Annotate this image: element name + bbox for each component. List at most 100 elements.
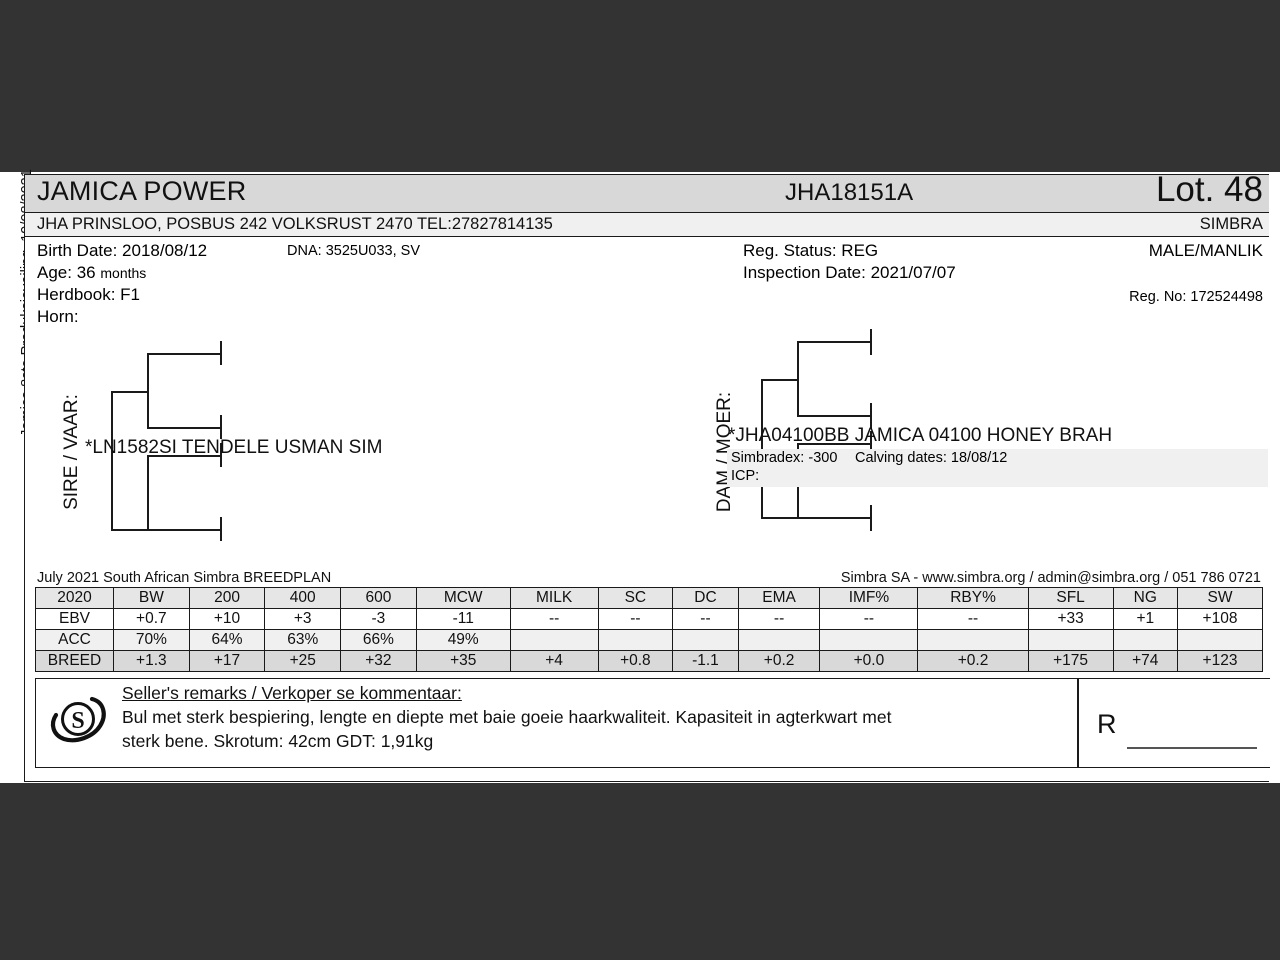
breedplan-value-cell (917, 629, 1029, 651)
dam-gd-bot-line (797, 517, 872, 519)
breedplan-value-cell (597, 629, 674, 651)
breedplan-value-cell (672, 629, 739, 651)
sellers-remarks-line1: Bul met sterk bespiering, lengte en diep… (122, 707, 892, 727)
sire-gs-top-line (147, 353, 222, 355)
dam-icp-label: ICP: (731, 468, 760, 484)
sire-upper-stem (111, 391, 149, 393)
catalogue-page: JAMICA POWER JHA18151A Lot. 48 JHA PRINS… (24, 170, 1270, 782)
breedplan-value-cell: -1.1 (672, 650, 739, 672)
sire-gd-top-tick (220, 443, 222, 467)
breedplan-value-cell: +10 (188, 608, 266, 630)
breedplan-value-cell: -11 (415, 608, 511, 630)
sire-gs-top-tick (220, 341, 222, 365)
breedplan-value-cell: -- (819, 608, 919, 630)
dam-gs-bot-tick (870, 403, 872, 429)
breedplan-table: 2020 BW 200 400 600 MCW MILK SC DC EMA IMF% RBY% SFL… (35, 587, 1263, 672)
dam-gs-top-tick (870, 329, 872, 355)
dam-calving-value: 18/08/12 (950, 450, 1008, 466)
breedplan-column-header: MCW (415, 587, 511, 609)
age-label: Age: (37, 263, 72, 282)
header-breeder-row: JHA PRINSLOO, POSBUS 242 VOLKSRUST 2470 … (25, 213, 1269, 237)
age-value: 36 (76, 263, 96, 282)
breedplan-value-cell: +25 (264, 650, 342, 672)
top-dark-band (0, 0, 1280, 172)
dam-upper-stem (761, 379, 799, 381)
breeder-address: JHA PRINSLOO, POSBUS 242 VOLKSRUST 2470 … (37, 215, 553, 233)
sire-gs-bot-line (147, 427, 222, 429)
dam-upper-vline (797, 341, 799, 417)
breedplan-value-cell: 49% (415, 629, 511, 651)
animal-id: JHA18151A (785, 179, 914, 206)
sire-gd-bot-tick (220, 517, 222, 541)
price-box[interactable]: R (1078, 678, 1270, 768)
breedplan-value-cell: +123 (1177, 650, 1263, 672)
reg-no-value: 172524498 (1190, 289, 1263, 305)
breedplan-column-header: RBY% (917, 587, 1029, 609)
breedplan-value-cell: -- (917, 608, 1029, 630)
sex-label: MALE/MANLIK (1148, 241, 1263, 260)
breedplan-value-cell: 70% (113, 629, 190, 651)
dam-name: *JHA04100BB JAMICA 04100 HONEY BRAH (728, 425, 1113, 446)
breedplan-column-header: 400 (264, 587, 342, 609)
dam-calving-label: Calving dates: (855, 450, 947, 466)
breedplan-caption: July 2021 South African Simbra BREEDPLAN (37, 570, 332, 586)
herdbook-label: Herdbook: (37, 285, 116, 304)
breedplan-value-cell: +32 (340, 650, 417, 672)
price-write-in-line[interactable] (1127, 747, 1257, 749)
birth-date-label: Birth Date: (37, 241, 118, 260)
breedplan-row-label: EBV (35, 608, 114, 630)
birth-date-value: 2018/08/12 (122, 241, 208, 260)
sellers-remarks-box: S Seller's remarks / Verkoper se komment… (35, 678, 1078, 768)
breedplan-value-cell: +0.2 (737, 650, 821, 672)
breedplan-value-cell: +0.8 (597, 650, 674, 672)
birth-date-row: Birth Date: 2018/08/12 (37, 241, 207, 261)
dam-simbradex-label: Simbradex: (731, 450, 805, 466)
dam-gs-top-line (797, 341, 872, 343)
lot-number: Lot. 48 (1155, 170, 1263, 209)
sire-gs-bot-tick (220, 415, 222, 439)
reg-status-label: Reg. Status: (743, 241, 837, 260)
dam-gd-top-tick (870, 431, 872, 457)
animal-name: JAMICA POWER (37, 176, 247, 206)
horn-label: Horn: (37, 307, 79, 326)
breedplan-row-label: BREED (35, 650, 114, 672)
breedplan-column-header: 200 (188, 587, 266, 609)
breedplan-value-cell: 63% (264, 629, 342, 651)
breedplan-value-cell: +33 (1027, 608, 1114, 630)
breedplan-value-cell: +175 (1027, 650, 1114, 672)
breedplan-column-header: BW (113, 587, 190, 609)
breedplan-value-cell: -- (597, 608, 674, 630)
sire-gd-bot-line (147, 529, 222, 531)
horn-row: Horn: (37, 307, 79, 327)
breedplan-value-cell: +74 (1112, 650, 1179, 672)
breedplan-value-cell: +0.0 (819, 650, 919, 672)
breedplan-column-header: SW (1177, 587, 1263, 609)
breedplan-row-label: ACC (35, 629, 114, 651)
breedplan-value-cell: 64% (188, 629, 266, 651)
inspection-date-value: 2021/07/07 (870, 263, 956, 282)
breedplan-header-row: 2020 BW 200 400 600 MCW MILK SC DC EMA IMF% RBY% SFL… (35, 587, 1263, 609)
dna-value: 3525U033, SV (325, 243, 421, 259)
sire-outer-vline (111, 391, 113, 531)
age-row: Age: 36 months (37, 263, 146, 283)
breedplan-column-header: IMF% (819, 587, 919, 609)
breedplan-column-header: 600 (340, 587, 417, 609)
sire-gd-top-line (147, 455, 222, 457)
dam-simbradex: Simbradex: -300 (731, 450, 837, 466)
breedplan-row: BREED +1.3 +17 +25 +32 +35 +4 +0.8 -1.1 +0.2 +0.0 +… (35, 650, 1263, 672)
animal-info-block: Birth Date: 2018/08/12 Age: 36 months He… (25, 237, 1269, 341)
breedplan-value-cell: +1.3 (113, 650, 190, 672)
sire-name: *LN1582SI TENDELE USMAN SIM (85, 437, 383, 458)
dam-stats-strip: Simbradex: -300 Calving dates: 18/08/12 … (727, 449, 1268, 487)
breedplan-value-cell: -- (509, 608, 599, 630)
breedplan-value-cell: +4 (509, 650, 599, 672)
breedplan-value-cell (819, 629, 919, 651)
breedplan-column-header: NG (1112, 587, 1179, 609)
breedplan-value-cell: +0.7 (113, 608, 190, 630)
reg-status-row: Reg. Status: REG (743, 241, 878, 261)
breedplan-value-cell (1027, 629, 1114, 651)
breedplan-row: ACC 70% 64% 63% 66% 49% (35, 629, 1263, 651)
breedplan-value-cell: +3 (264, 608, 342, 630)
breedplan-column-header: MILK (509, 587, 599, 609)
